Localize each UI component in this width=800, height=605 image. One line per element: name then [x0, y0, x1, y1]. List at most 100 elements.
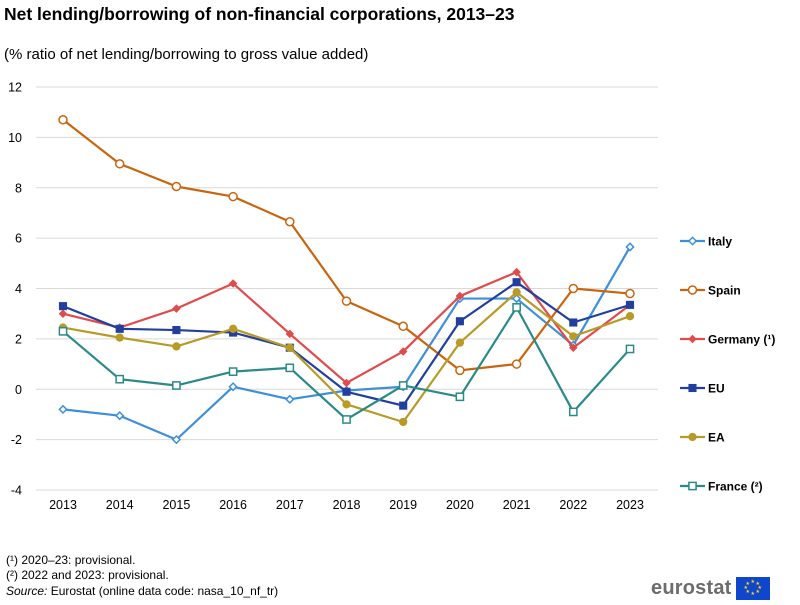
legend-swatch-marker: [688, 334, 697, 344]
data-point: [172, 381, 181, 390]
data-point: [398, 381, 408, 390]
y-tick-label: 2: [15, 332, 22, 346]
series-italy: [58, 242, 635, 445]
legend-swatch-marker: [688, 383, 697, 393]
legend-item: Spain: [680, 284, 741, 298]
y-tick-label: -4: [11, 484, 22, 498]
data-point: [511, 293, 522, 304]
data-point: [342, 415, 351, 424]
data-point: [228, 324, 238, 333]
data-point: [511, 359, 522, 369]
legend-label: France (²): [708, 480, 763, 494]
legend-item: EA: [680, 431, 725, 445]
data-point: [228, 279, 238, 288]
data-point: [398, 321, 408, 332]
data-point: [455, 365, 465, 376]
legend-item: EU: [680, 382, 725, 396]
y-tick-label: 0: [15, 383, 22, 397]
data-point: [342, 387, 351, 396]
data-point: [285, 394, 295, 404]
line-chart: -4 -2 0 2 4 6 8 10 12 2013 2014 2015 2016 2017 2018 20…: [8, 81, 775, 513]
x-tick-label: 2014: [106, 498, 134, 512]
series-spain: [58, 114, 635, 376]
footnote-provisional-france: (²) 2022 and 2023: provisional.: [6, 568, 169, 582]
data-point: [58, 302, 68, 311]
data-point: [455, 291, 465, 301]
x-tick-label: 2020: [446, 498, 474, 512]
x-tick-label: 2022: [559, 498, 587, 512]
y-tick-label: -2: [11, 433, 22, 447]
data-point: [285, 363, 295, 373]
x-tick-label: 2018: [333, 498, 361, 512]
source-note: Source: Eurostat (online data code: nasa…: [6, 584, 278, 598]
data-point: [228, 367, 238, 376]
legend-label: Italy: [708, 235, 732, 249]
data-point: [398, 347, 408, 356]
x-tick-label: 2017: [276, 498, 304, 512]
series-ea: [58, 288, 635, 427]
data-point: [568, 283, 579, 294]
y-tick-label: 12: [8, 81, 22, 95]
x-tick-label: 2023: [616, 498, 644, 512]
y-tick-label: 8: [15, 181, 22, 195]
data-point: [228, 191, 238, 202]
data-point: [455, 338, 465, 347]
data-point: [625, 344, 635, 354]
legend-label: EA: [708, 431, 725, 445]
source-label: Source:: [6, 584, 48, 598]
data-point: [115, 333, 124, 342]
data-point: [172, 342, 181, 351]
data-point: [625, 300, 635, 309]
data-point: [455, 317, 464, 326]
data-point: [114, 159, 125, 169]
data-point: [455, 392, 465, 402]
eurostat-wordmark: eurostat: [651, 577, 732, 599]
data-point: [399, 401, 408, 410]
data-point: [228, 382, 238, 392]
data-point: [569, 332, 578, 341]
chart-title: Net lending/borrowing of non-financial c…: [4, 4, 515, 24]
series-line: [62, 118, 631, 372]
eu-flag-icon: ★ ★ ★ ★ ★ ★ ★ ★: [735, 577, 770, 600]
data-point: [58, 114, 68, 125]
data-point: [115, 374, 125, 384]
chart-subtitle: (% ratio of net lending/borrowing to gro…: [4, 46, 369, 63]
series-line: [62, 246, 631, 441]
data-point: [512, 267, 521, 277]
data-point: [58, 404, 68, 415]
data-point: [625, 312, 635, 321]
data-point: [285, 343, 294, 352]
data-point: [625, 242, 635, 252]
data-point: [512, 288, 521, 297]
x-tick-label: 2021: [503, 498, 531, 512]
data-point: [172, 326, 181, 335]
data-point: [115, 324, 124, 333]
legend-swatch-marker: [688, 481, 697, 491]
data-point: [568, 407, 578, 417]
legend-swatch-marker: [688, 432, 697, 442]
y-tick-label: 10: [8, 131, 22, 145]
series-germany: [58, 267, 635, 388]
footnote-provisional-germany: (¹) 2020–23: provisional.: [6, 553, 136, 567]
data-point: [342, 378, 351, 388]
legend-item: Italy: [680, 235, 732, 249]
legend-swatch-marker: [687, 285, 698, 295]
x-tick-label: 2013: [49, 498, 77, 512]
x-tick-label: 2019: [389, 498, 417, 512]
legend-swatch-marker: [687, 236, 698, 246]
data-point: [285, 217, 295, 227]
data-point: [625, 288, 635, 299]
data-point: [399, 417, 408, 427]
legend-label: EU: [708, 382, 725, 396]
y-tick-label: 6: [15, 232, 22, 246]
data-point: [569, 318, 578, 327]
series-france: [58, 303, 635, 424]
data-point: [569, 343, 578, 352]
x-tick-label: 2016: [219, 498, 247, 512]
data-point: [115, 411, 125, 421]
data-point: [512, 278, 521, 287]
data-point: [58, 309, 68, 318]
data-point: [171, 434, 182, 445]
data-point: [341, 296, 352, 306]
legend-label: Germany (¹): [708, 333, 775, 347]
